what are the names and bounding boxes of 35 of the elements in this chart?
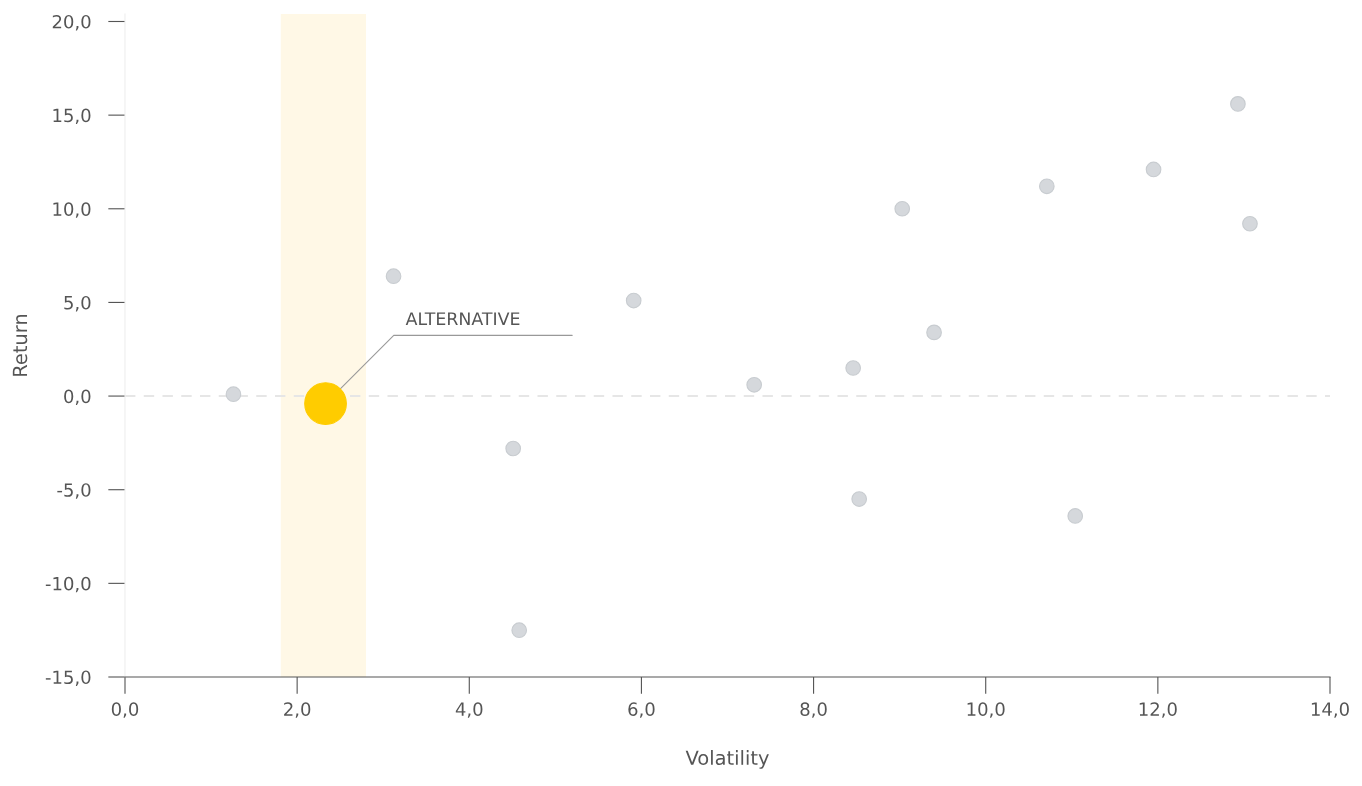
- point: [1145, 161, 1162, 178]
- annotation: ALTERNATIVE: [405, 312, 520, 326]
- y-tick-label: -10,0: [45, 576, 91, 593]
- x-tick-label: 2,0: [284, 702, 311, 718]
- y-tick-label: 20,0: [52, 14, 91, 31]
- point: [1230, 96, 1246, 112]
- y-tick-label: 5,0: [64, 295, 91, 312]
- y-tick-label: 15,0: [53, 108, 91, 125]
- point: [505, 440, 522, 457]
- y-tick-label: 10,0: [53, 202, 91, 218]
- point: [511, 622, 528, 639]
- point: [746, 376, 763, 393]
- x-tick-label: 6,0: [628, 702, 655, 718]
- x-tick-label: 4,0: [455, 702, 483, 718]
- point: [894, 200, 911, 217]
- point: [1242, 215, 1258, 232]
- point: [385, 268, 402, 285]
- x-tick-label: 12,0: [1139, 702, 1177, 718]
- y-axis-title: Return: [12, 314, 28, 376]
- point: [1038, 178, 1055, 195]
- x-axis-title: Volatility: [685, 750, 769, 769]
- x-tick-label: 0,0: [111, 702, 139, 718]
- y-tick-label: -5,0: [57, 483, 91, 499]
- point: [304, 382, 347, 425]
- point: [225, 386, 242, 403]
- point: [926, 324, 942, 341]
- y-tick-label: 0,0: [64, 389, 91, 406]
- point: [625, 292, 642, 309]
- point: [845, 360, 862, 376]
- y-tick-label: -15,0: [45, 670, 91, 686]
- x-tick-label: 10,0: [967, 702, 1005, 718]
- point: [1067, 508, 1084, 524]
- x-tick-label: 14,0: [1311, 702, 1349, 718]
- x-tick-label: 8,0: [800, 702, 827, 718]
- point: [851, 491, 868, 507]
